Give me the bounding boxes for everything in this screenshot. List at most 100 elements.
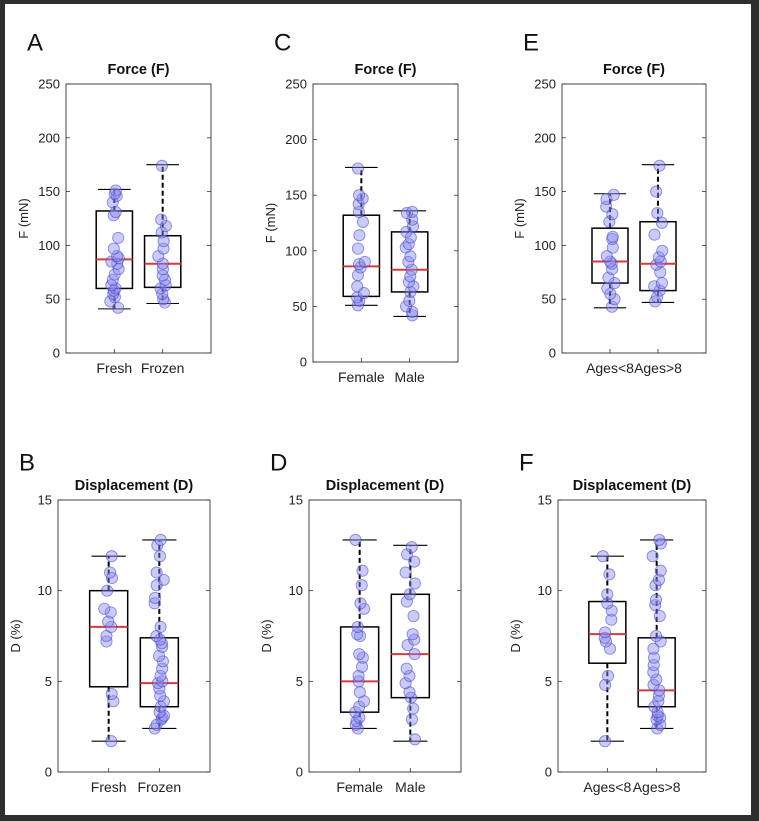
data-point-E-1-9: [657, 245, 668, 256]
plot-area-C: [313, 84, 458, 362]
panel-letter-D: D: [270, 449, 287, 476]
x-tick-label-E-1: Ages>8: [634, 360, 682, 376]
y-tick-label-E-1: 50: [542, 292, 556, 307]
panel-letter-B: B: [19, 449, 35, 476]
y-tick-label-F-3: 15: [538, 493, 552, 508]
data-point-B-1-28: [155, 534, 166, 545]
chart-title-F: Displacement (D): [573, 478, 692, 494]
data-point-C-0-4: [352, 281, 363, 292]
y-tick-label-D-1: 5: [296, 674, 303, 689]
data-point-A-1-14: [156, 214, 167, 225]
data-point-C-0-8: [359, 256, 370, 267]
plot-area-D: [309, 500, 461, 772]
x-tick-label-A-1: Frozen: [141, 360, 185, 376]
data-point-E-1-14: [654, 160, 665, 171]
data-point-B-0-0: [106, 736, 117, 747]
data-point-F-1-23: [655, 565, 666, 576]
data-point-C-0-9: [352, 243, 363, 254]
data-point-D-1-15: [409, 578, 420, 589]
data-point-B-0-8: [99, 603, 110, 614]
y-tick-label-F-1: 5: [545, 674, 552, 689]
panel-letter-E: E: [523, 29, 539, 56]
data-point-E-0-12: [607, 231, 618, 242]
data-point-B-0-2: [106, 688, 117, 699]
x-tick-label-E-0: Ages<8: [586, 360, 634, 376]
data-point-F-0-6: [599, 627, 610, 638]
y-tick-label-D-3: 15: [289, 493, 303, 508]
y-tick-label-B-3: 15: [38, 493, 52, 508]
y-tick-label-C-4: 200: [285, 132, 307, 147]
data-point-F-0-10: [602, 589, 613, 600]
data-point-D-1-0: [409, 734, 420, 745]
data-point-D-0-7: [354, 687, 365, 698]
data-point-D-1-14: [404, 589, 415, 600]
y-tick-label-D-0: 0: [296, 765, 303, 780]
data-point-D-0-17: [355, 598, 366, 609]
data-point-B-1-25: [151, 567, 162, 578]
data-point-C-0-11: [357, 216, 368, 227]
data-point-E-0-17: [608, 189, 619, 200]
y-tick-label-A-2: 100: [38, 238, 60, 253]
y-tick-label-C-3: 150: [285, 188, 307, 203]
x-tick-label-F-0: Ages<8: [583, 779, 631, 795]
plot-area-E: [562, 84, 706, 353]
panel-letter-C: C: [274, 29, 291, 56]
y-tick-label-A-0: 0: [53, 346, 60, 361]
data-point-F-1-17: [651, 630, 662, 641]
x-tick-label-C-1: Male: [394, 369, 425, 385]
chart-title-D: Displacement (D): [326, 478, 445, 494]
y-tick-label-C-0: 0: [300, 355, 307, 370]
data-point-D-1-1: [406, 714, 417, 725]
data-point-D-0-20: [350, 534, 361, 545]
y-tick-label-E-5: 250: [534, 77, 556, 92]
data-point-D-0-12: [354, 649, 365, 660]
y-axis-label-C: F (mN): [263, 203, 278, 243]
y-tick-label-E-3: 150: [534, 184, 556, 199]
data-point-E-1-10: [649, 229, 660, 240]
y-tick-label-F-2: 10: [538, 583, 552, 598]
chart-title-A: Force (F): [107, 62, 169, 78]
data-point-B-1-20: [155, 621, 166, 632]
data-point-A-0-15: [113, 232, 124, 243]
data-point-D-1-19: [406, 542, 417, 553]
data-point-B-0-9: [102, 585, 113, 596]
y-tick-label-B-0: 0: [45, 765, 52, 780]
data-point-D-1-2: [408, 703, 419, 714]
plot-area-B: [58, 500, 210, 772]
data-point-F-0-0: [599, 736, 610, 747]
y-axis-label-B: D (%): [8, 619, 23, 652]
x-tick-label-F-1: Ages>8: [633, 779, 681, 795]
chart-title-C: Force (F): [354, 62, 416, 78]
x-tick-label-B-0: Fresh: [91, 779, 127, 795]
chart-title-E: Force (F): [603, 62, 665, 78]
y-tick-label-E-4: 200: [534, 130, 556, 145]
data-point-F-0-2: [602, 670, 613, 681]
data-point-D-0-19: [357, 565, 368, 576]
data-point-D-0-18: [356, 580, 367, 591]
y-tick-label-B-2: 10: [38, 583, 52, 598]
y-tick-label-A-1: 50: [46, 292, 60, 307]
x-tick-label-C-0: Female: [338, 369, 385, 385]
data-point-E-1-12: [652, 208, 663, 219]
chart-title-B: Displacement (D): [75, 478, 194, 494]
data-point-C-0-15: [353, 190, 364, 201]
data-point-A-0-14: [108, 243, 119, 254]
data-point-D-1-7: [401, 663, 412, 674]
data-point-C-0-10: [354, 230, 365, 241]
x-tick-label-D-1: Male: [395, 779, 426, 795]
x-tick-label-B-1: Frozen: [138, 779, 182, 795]
y-tick-label-E-0: 0: [549, 346, 556, 361]
y-tick-label-C-1: 50: [293, 299, 307, 314]
x-tick-label-D-0: Female: [336, 779, 383, 795]
y-tick-label-A-5: 250: [38, 77, 60, 92]
panel-letter-A: A: [27, 29, 43, 56]
y-axis-label-E: F (mN): [512, 198, 527, 238]
data-point-D-1-11: [407, 629, 418, 640]
data-point-E-1-13: [651, 186, 662, 197]
data-point-F-1-20: [650, 594, 661, 605]
y-axis-label-F: D (%): [508, 619, 523, 652]
data-point-D-1-12: [408, 610, 419, 621]
y-axis-label-D: D (%): [259, 619, 274, 652]
x-tick-label-A-0: Fresh: [96, 360, 132, 376]
data-point-E-1-4: [656, 277, 667, 288]
